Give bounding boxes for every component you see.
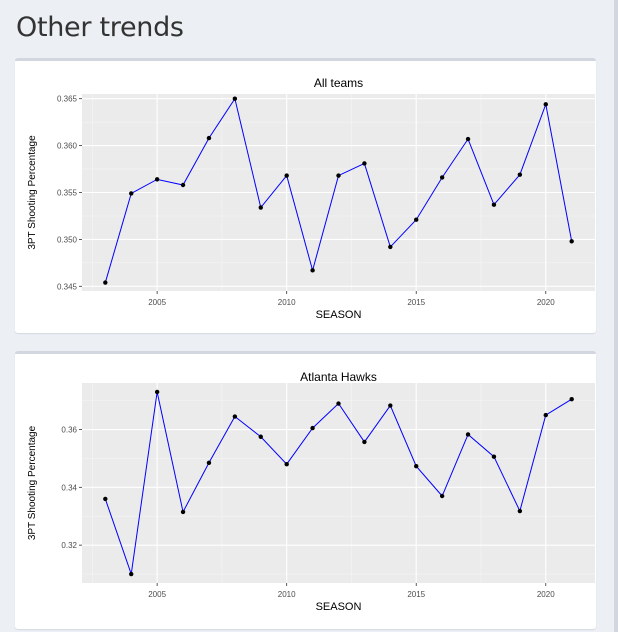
data-point xyxy=(388,403,393,408)
data-point xyxy=(310,268,315,273)
y-tick-label: 0.350 xyxy=(57,235,78,244)
data-point xyxy=(180,182,186,188)
x-axis-label: SEASON xyxy=(316,601,362,613)
chart-atlanta-hawks: 2005 2010 2015 2020 0.32 0.34 0.36 Atlanta Hawk… xyxy=(27,370,595,613)
data-point xyxy=(543,102,548,107)
y-tick-label: 0.365 xyxy=(57,95,78,104)
y-tick-label: 0.32 xyxy=(61,541,77,550)
y-axis-label: 3PT Shooting Percentage xyxy=(27,135,38,250)
chart-title: All teams xyxy=(314,76,363,90)
scrollbar-track[interactable] xyxy=(614,0,618,632)
data-point xyxy=(180,509,186,515)
data-point xyxy=(206,460,212,465)
data-point xyxy=(284,462,289,467)
x-tick-label: 2015 xyxy=(407,298,425,307)
data-point xyxy=(103,280,108,285)
data-point xyxy=(103,496,108,502)
data-point xyxy=(336,401,341,406)
data-point xyxy=(517,508,523,514)
data-point xyxy=(284,173,289,178)
x-tick-label: 2020 xyxy=(537,590,555,599)
page-title: Other trends xyxy=(16,12,184,43)
data-point xyxy=(491,454,497,459)
x-tick-label: 2010 xyxy=(278,590,296,599)
x-tick-label: 2015 xyxy=(407,590,425,599)
data-point xyxy=(517,172,523,177)
x-tick-label: 2005 xyxy=(148,590,166,599)
x-tick-label: 2010 xyxy=(278,298,296,307)
data-point xyxy=(232,96,238,101)
data-point xyxy=(439,175,445,180)
chart-card-atlanta-hawks: 2005 2010 2015 2020 0.32 0.34 0.36 Atlanta Hawk… xyxy=(15,351,596,629)
data-point xyxy=(258,434,263,439)
plot-panel xyxy=(82,383,595,583)
data-point xyxy=(206,135,212,141)
data-point xyxy=(543,412,548,418)
x-tick-label: 2020 xyxy=(537,298,555,307)
data-point xyxy=(465,432,471,437)
data-point xyxy=(439,493,445,499)
x-axis-label: SEASON xyxy=(316,309,362,321)
y-tick-label: 0.355 xyxy=(57,189,78,198)
data-point xyxy=(414,464,419,469)
data-point xyxy=(491,202,497,207)
data-point xyxy=(232,414,238,419)
data-point xyxy=(569,239,574,244)
chart-title: Atlanta Hawks xyxy=(300,370,377,384)
x-tick-label: 2005 xyxy=(148,298,166,307)
chart-all-teams: 2005 2010 2015 2020 0.345 0.350 0.355 0.360 0.36… xyxy=(27,76,595,321)
data-point xyxy=(154,389,160,395)
data-point xyxy=(310,425,315,431)
chart-card-all-teams: 2005 2010 2015 2020 0.345 0.350 0.355 0.360 0.36… xyxy=(15,58,596,333)
data-point xyxy=(465,136,471,142)
data-point xyxy=(362,439,367,445)
y-tick-label: 0.345 xyxy=(57,282,78,291)
y-tick-label: 0.34 xyxy=(61,483,77,492)
data-point xyxy=(414,217,419,222)
y-axis-label: 3PT Shooting Percentage xyxy=(27,425,38,540)
data-point xyxy=(336,173,341,178)
y-tick-label: 0.36 xyxy=(61,426,77,435)
data-point xyxy=(154,177,160,182)
data-point xyxy=(129,191,134,196)
data-point xyxy=(388,244,393,250)
data-point xyxy=(569,396,574,402)
data-point xyxy=(258,205,263,210)
data-point xyxy=(362,161,367,166)
data-point xyxy=(129,571,134,577)
y-tick-label: 0.360 xyxy=(57,142,78,151)
